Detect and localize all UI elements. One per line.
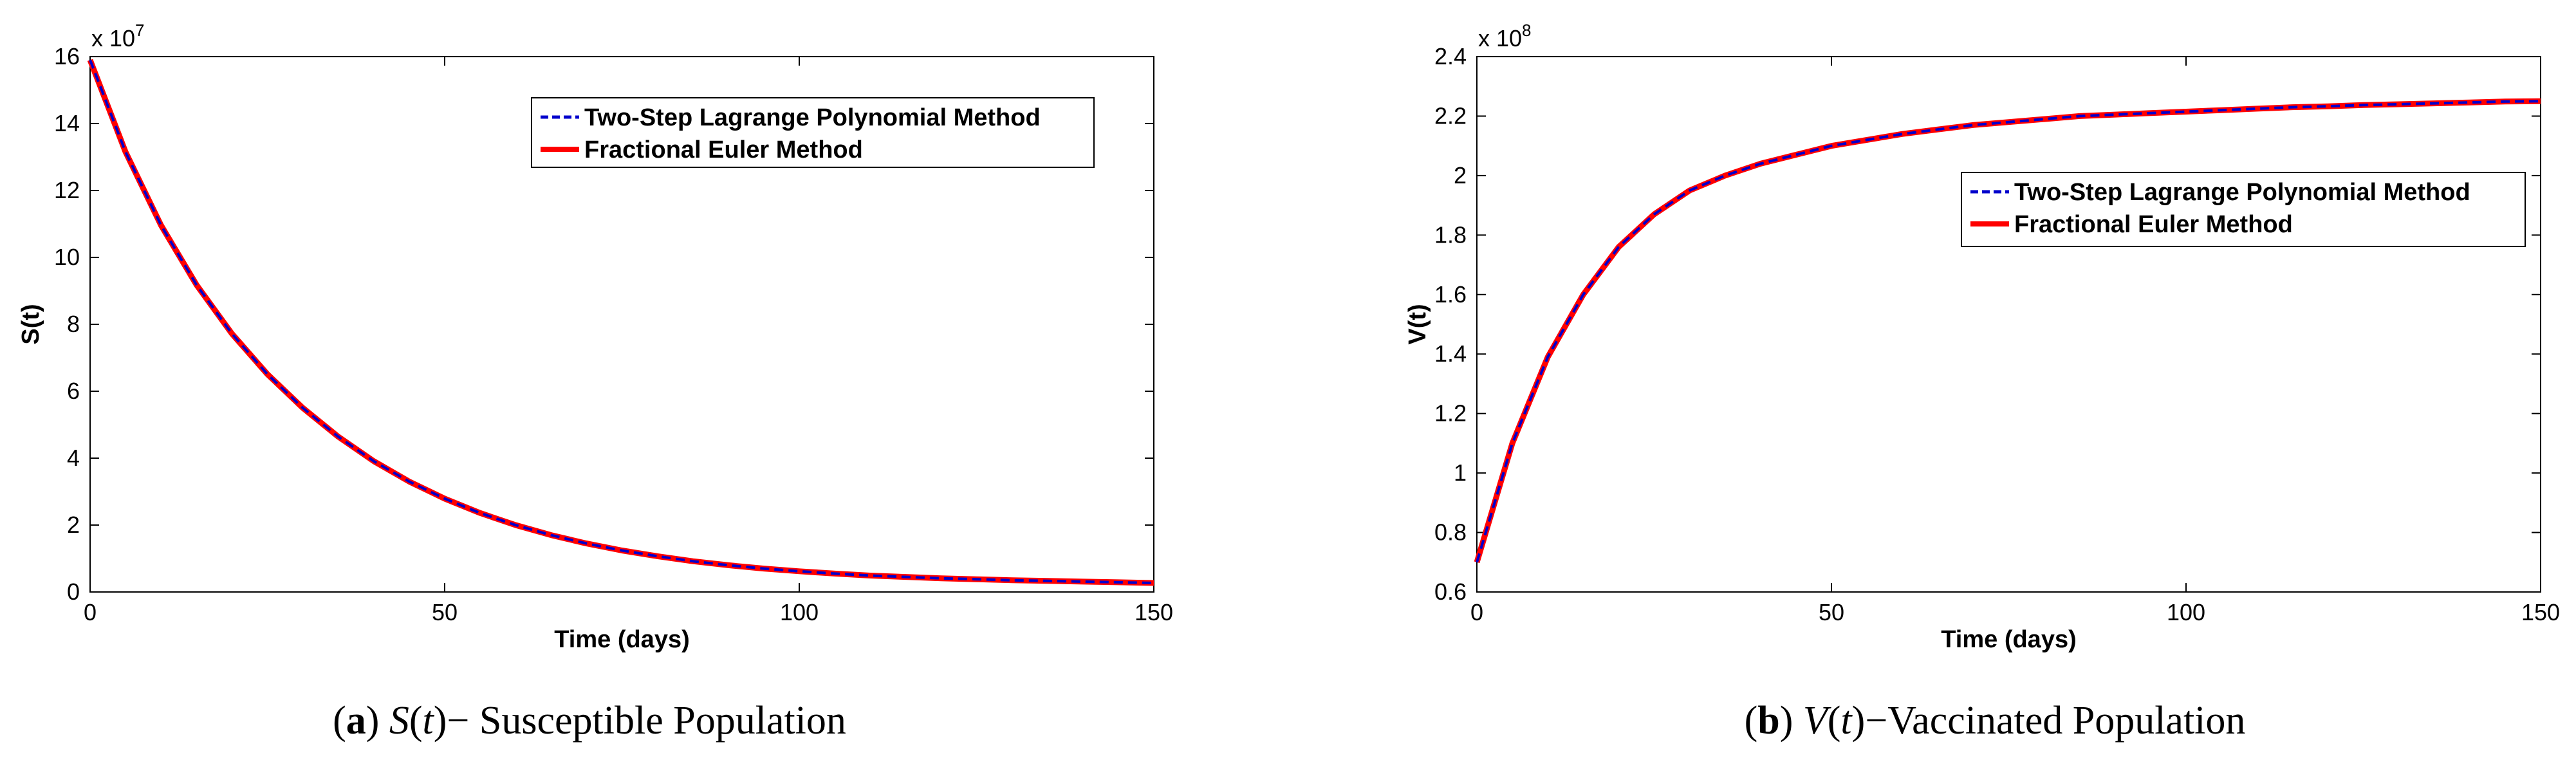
- y-tick-label: 8: [67, 311, 80, 337]
- y-axis-label: V(t): [1404, 304, 1431, 344]
- y-multiplier-base: x 10: [1478, 25, 1522, 51]
- y-multiplier-exponent: 8: [1522, 21, 1531, 40]
- panel-a-chart: 0 50 100 150 0 2 4 6 8 10 12 14 16 x 107 Time (days) S(…: [17, 21, 1173, 653]
- legend-entry-0: Two-Step Lagrange Polynomial Method: [584, 104, 1041, 131]
- caption-b: (b) V(t)−Vaccinated Population: [1745, 699, 2246, 743]
- y-multiplier: x 108: [1478, 21, 1532, 51]
- caption-arg: t: [423, 699, 435, 743]
- legend: Two-Step Lagrange Polynomial Method Fract…: [531, 97, 1095, 168]
- x-tick-label: 100: [780, 599, 819, 625]
- series-line-lagrange: [1476, 100, 2541, 563]
- y-tick-label: 1: [1454, 459, 1467, 486]
- legend-entry-1: Fractional Euler Method: [584, 136, 863, 163]
- plot-frame: [1476, 56, 2541, 593]
- caption-label: a: [346, 699, 366, 743]
- caption-open-paren: (: [333, 699, 346, 743]
- y-tick-label: 2.2: [1434, 102, 1467, 129]
- legend-entry-0: Two-Step Lagrange Polynomial Method: [2014, 179, 2470, 206]
- y-tick-label: 16: [54, 43, 80, 69]
- y-tick-label: 1.2: [1434, 400, 1467, 427]
- y-tick-label: 2: [1454, 162, 1467, 189]
- caption-paren-close: ): [1852, 699, 1866, 743]
- x-tick-label: 50: [432, 599, 458, 625]
- x-tick-label: 150: [2521, 599, 2560, 625]
- caption-arg: t: [1840, 699, 1853, 743]
- y-tick-label: 1.4: [1434, 340, 1467, 367]
- caption-close-paren: ): [1780, 699, 1803, 743]
- caption-text: Vaccinated Population: [1887, 699, 2245, 743]
- y-tick-label: 2: [67, 512, 80, 538]
- panel-b-chart: 0 50 100 150 0.6 0.8 1 1.2 1.4 1.6 1.8 2 2.2 2.4 x 108…: [1404, 21, 2560, 653]
- y-tick-label: 0: [67, 578, 80, 605]
- caption-open-paren: (: [1745, 699, 1758, 743]
- caption-close-paren: ): [366, 699, 389, 743]
- y-tick-label: 1.6: [1434, 281, 1467, 308]
- caption-paren-open: (: [1828, 699, 1841, 743]
- y-tick-label: 6: [67, 378, 80, 404]
- captions: (a) S(t)− Susceptible Population (b) V(t)…: [333, 699, 2245, 743]
- x-axis-label: Time (days): [1941, 626, 2076, 653]
- series-line-lagrange: [89, 59, 1154, 584]
- caption-label: b: [1757, 699, 1779, 743]
- caption-a: (a) S(t)− Susceptible Population: [333, 699, 846, 743]
- y-multiplier-base: x 10: [91, 25, 135, 51]
- y-tick-label: 0.8: [1434, 519, 1467, 546]
- y-multiplier: x 107: [91, 21, 145, 51]
- x-axis-label: Time (days): [554, 626, 689, 653]
- y-multiplier-exponent: 7: [135, 21, 144, 40]
- caption-var: S: [389, 699, 409, 743]
- caption-dash: −: [1865, 699, 1887, 743]
- y-axis-label: S(t): [17, 304, 44, 344]
- caption-dash: −: [447, 699, 469, 743]
- legend-entry-1: Fractional Euler Method: [2014, 211, 2293, 238]
- y-tick-label: 14: [54, 110, 80, 136]
- y-tick-label: 0.6: [1434, 578, 1467, 605]
- y-tick-label: 2.4: [1434, 43, 1467, 69]
- caption-text: Susceptible Population: [469, 699, 846, 743]
- series-line-euler: [1474, 98, 2541, 564]
- y-tick-label: 10: [54, 244, 80, 270]
- caption-paren-close: ): [434, 699, 447, 743]
- y-tick-label: 12: [54, 177, 80, 203]
- y-tick-label: 1.8: [1434, 221, 1467, 248]
- legend-box: [531, 97, 1095, 168]
- legend: Two-Step Lagrange Polynomial Method Fract…: [1961, 172, 2526, 247]
- y-tick-label: 4: [67, 445, 80, 471]
- caption-paren-open: (: [409, 699, 423, 743]
- x-tick-label: 0: [84, 599, 97, 625]
- x-tick-label: 100: [2167, 599, 2205, 625]
- x-tick-label: 50: [1819, 599, 1844, 625]
- x-tick-label: 0: [1470, 599, 1483, 625]
- caption-var: V: [1803, 699, 1831, 743]
- legend-box: [1961, 172, 2526, 247]
- x-tick-label: 150: [1135, 599, 1173, 625]
